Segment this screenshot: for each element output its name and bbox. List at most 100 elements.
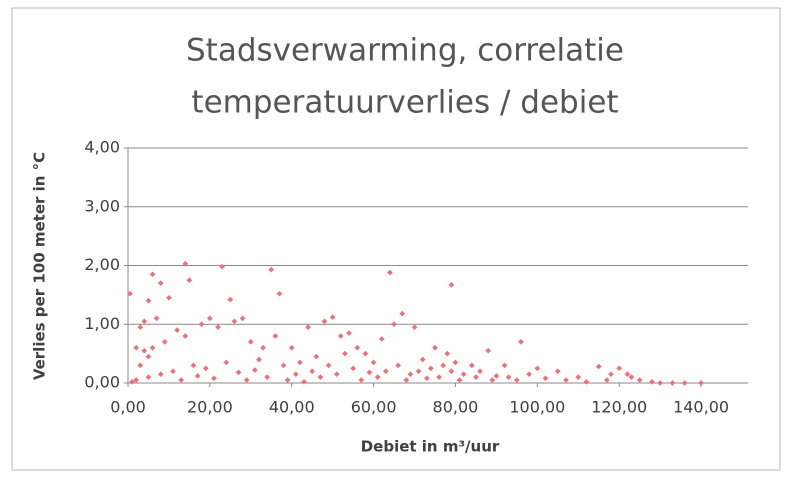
point <box>440 362 447 369</box>
point <box>448 282 455 288</box>
point <box>460 371 467 378</box>
point <box>403 377 410 383</box>
point <box>423 375 430 382</box>
y-tick-label: 3,00 <box>84 196 120 215</box>
x-tick-label: 140,00 <box>673 398 729 417</box>
point <box>264 374 271 380</box>
point <box>133 377 140 383</box>
point <box>276 290 283 297</box>
point <box>153 315 160 322</box>
point <box>149 271 156 278</box>
point <box>518 339 524 345</box>
point <box>366 369 373 376</box>
point <box>243 377 250 383</box>
point <box>272 333 279 339</box>
y-tick-label: 4,00 <box>84 138 120 157</box>
point <box>309 368 316 375</box>
point <box>444 350 451 357</box>
point <box>501 362 508 369</box>
point <box>628 374 635 380</box>
point <box>133 344 140 351</box>
point <box>477 368 483 375</box>
point <box>145 374 152 380</box>
point <box>186 277 193 284</box>
point <box>235 369 242 376</box>
point <box>489 377 496 383</box>
point <box>378 336 385 342</box>
y-tick-label: 2,00 <box>84 255 120 274</box>
point <box>145 297 152 304</box>
point <box>387 269 393 276</box>
point <box>514 377 520 383</box>
point <box>563 377 569 383</box>
point <box>383 368 389 375</box>
point <box>260 344 266 351</box>
point <box>657 380 663 386</box>
point <box>182 333 189 339</box>
point <box>329 314 336 321</box>
point <box>145 353 152 360</box>
y-axis-label: Verlies per 100 meter in °C <box>31 152 49 380</box>
point <box>338 333 344 339</box>
point <box>370 359 377 366</box>
point <box>268 266 275 273</box>
point <box>166 294 172 301</box>
point <box>469 362 475 369</box>
x-tick-label: 20,00 <box>187 398 233 417</box>
point <box>534 365 541 372</box>
point <box>194 373 201 379</box>
point <box>358 377 365 383</box>
chart-title: Stadsverwarming, correlatie <box>186 33 624 69</box>
point <box>280 362 287 369</box>
point <box>681 380 688 386</box>
point <box>575 374 582 380</box>
point <box>321 318 328 325</box>
point <box>362 350 369 357</box>
point <box>129 378 135 385</box>
point <box>448 368 455 375</box>
point <box>636 377 643 383</box>
point <box>354 344 361 351</box>
x-tick-label: 0,00 <box>110 398 146 417</box>
point <box>604 377 610 383</box>
point <box>452 359 459 366</box>
point <box>350 365 356 372</box>
point <box>456 377 463 383</box>
point <box>436 374 442 380</box>
point <box>301 378 307 385</box>
point <box>141 347 148 354</box>
point <box>616 365 623 372</box>
chart-title: temperatuurverlies / debiet <box>191 85 618 121</box>
y-tick-label: 0,00 <box>84 373 120 392</box>
point <box>247 339 254 345</box>
point <box>305 324 311 331</box>
point <box>583 378 590 385</box>
point <box>292 371 299 378</box>
point <box>288 344 295 351</box>
point <box>595 363 602 370</box>
point <box>223 359 230 366</box>
point <box>174 327 180 333</box>
point <box>198 321 205 328</box>
point <box>211 375 217 382</box>
point <box>207 315 213 322</box>
point <box>395 362 401 369</box>
x-tick-label: 40,00 <box>269 398 315 417</box>
point <box>313 353 320 360</box>
point <box>190 362 197 369</box>
point <box>608 371 614 378</box>
point <box>399 310 406 317</box>
point <box>202 365 209 372</box>
point <box>374 374 381 380</box>
point <box>219 263 225 270</box>
point <box>428 365 434 372</box>
point <box>542 375 549 382</box>
point <box>162 339 168 345</box>
point <box>415 368 422 375</box>
point <box>698 380 704 386</box>
point <box>485 347 492 354</box>
point <box>141 318 148 325</box>
point <box>231 318 238 325</box>
point <box>493 373 500 379</box>
